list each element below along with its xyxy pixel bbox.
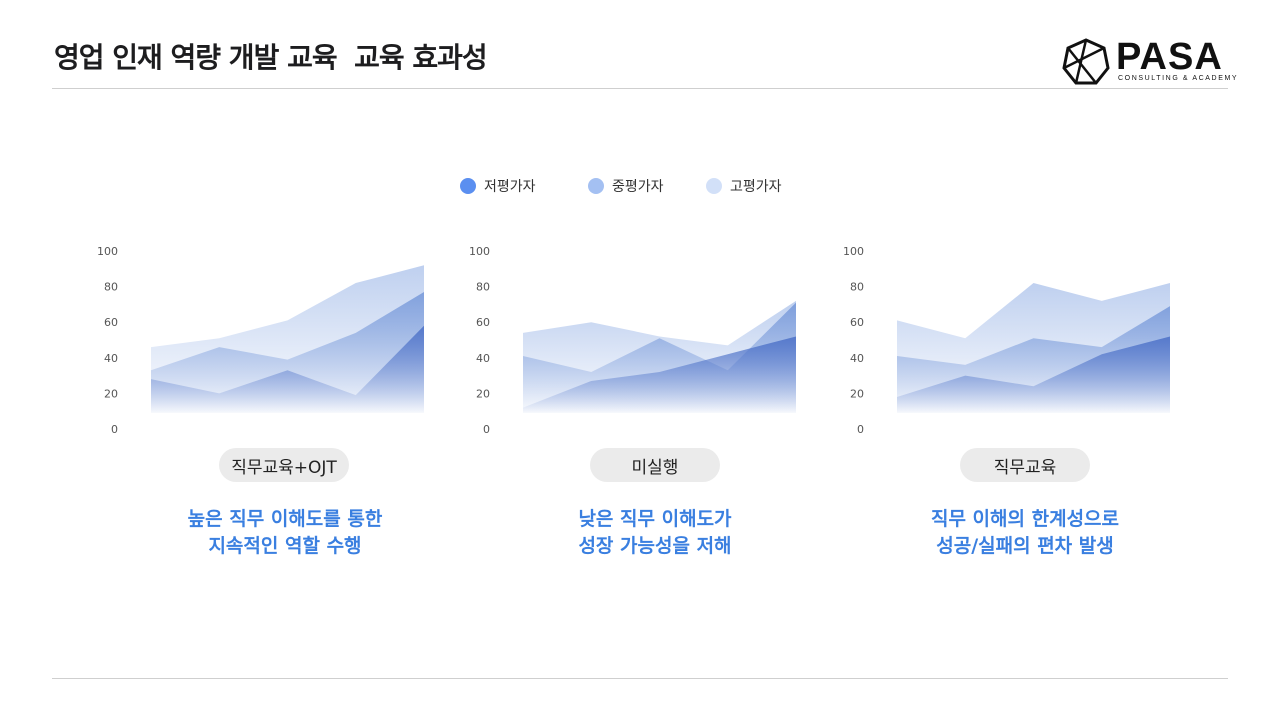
y-tick-label-60: 60 [476, 316, 490, 329]
pasa-logo-icon [1062, 38, 1110, 85]
area-chart-ojt: 0 20 40 60 80 100 [97, 245, 424, 436]
area-chart-none: 0 20 40 60 80 100 [469, 245, 796, 436]
header-divider [52, 88, 1228, 89]
legend-label-low: 저평가자 [484, 179, 536, 195]
y-tick-label-100: 100 [469, 245, 490, 258]
caption-training: 직무 이해의 한계성으로 성공/실패의 편차 발생 [875, 506, 1175, 560]
caption-training-line1: 직무 이해의 한계성으로 [930, 508, 1120, 530]
caption-ojt-line1: 높은 직무 이해도를 통한 [187, 508, 383, 530]
area-series-mid [151, 291, 424, 413]
y-tick-label-80: 80 [476, 281, 490, 294]
legend-dot-low [460, 178, 476, 194]
legend-item-mid: 중평가자 [588, 176, 664, 196]
y-tick-label-60: 60 [104, 316, 118, 329]
caption-ojt-line2: 지속적인 역할 수행 [208, 535, 362, 557]
logo-wordmark: PASA [1116, 36, 1223, 78]
chart-label-ojt: 직무교육+OJT [219, 448, 349, 482]
area-series-low [151, 325, 424, 413]
y-tick-label-0: 0 [111, 423, 118, 436]
legend-dot-high [706, 178, 722, 194]
area-series-low [523, 336, 796, 413]
y-tick-label-20: 20 [850, 387, 864, 400]
y-tick-label-100: 100 [97, 245, 118, 258]
y-tick-label-0: 0 [483, 423, 490, 436]
chart-label-training: 직무교육 [960, 448, 1090, 482]
logo-subtitle: CONSULTING & ACADEMY [1118, 75, 1239, 82]
caption-ojt: 높은 직무 이해도를 통한 지속적인 역할 수행 [135, 506, 435, 560]
legend-label-mid: 중평가자 [612, 179, 664, 195]
legend-item-high: 고평가자 [706, 176, 782, 196]
footer-divider [52, 678, 1228, 679]
y-tick-label-40: 40 [476, 352, 490, 365]
caption-none-line2: 성장 가능성을 저해 [578, 535, 732, 557]
chart-legend: 저평가자 중평가자 고평가자 [0, 176, 1280, 198]
caption-none: 낮은 직무 이해도가 성장 가능성을 저해 [505, 506, 805, 560]
chart-label-none: 미실행 [590, 448, 720, 482]
pasa-logo: PASA CONSULTING & ACADEMY [1062, 36, 1237, 86]
y-tick-label-80: 80 [104, 281, 118, 294]
y-tick-label-20: 20 [104, 387, 118, 400]
y-tick-label-40: 40 [850, 352, 864, 365]
page-title: 영업 인재 역량 개발 교육 교육 효과성 [54, 41, 488, 74]
y-tick-label-100: 100 [843, 245, 864, 258]
legend-dot-mid [588, 178, 604, 194]
y-tick-label-0: 0 [857, 423, 864, 436]
y-tick-label-20: 20 [476, 387, 490, 400]
y-tick-label-40: 40 [104, 352, 118, 365]
legend-item-low: 저평가자 [460, 176, 536, 196]
legend-label-high: 고평가자 [730, 179, 782, 195]
y-tick-label-60: 60 [850, 316, 864, 329]
area-series-low [897, 336, 1170, 413]
caption-training-line2: 성공/실패의 편차 발생 [936, 535, 1114, 557]
area-chart-training: 0 20 40 60 80 100 [843, 245, 1170, 436]
caption-none-line1: 낮은 직무 이해도가 [578, 508, 732, 530]
y-tick-label-80: 80 [850, 281, 864, 294]
